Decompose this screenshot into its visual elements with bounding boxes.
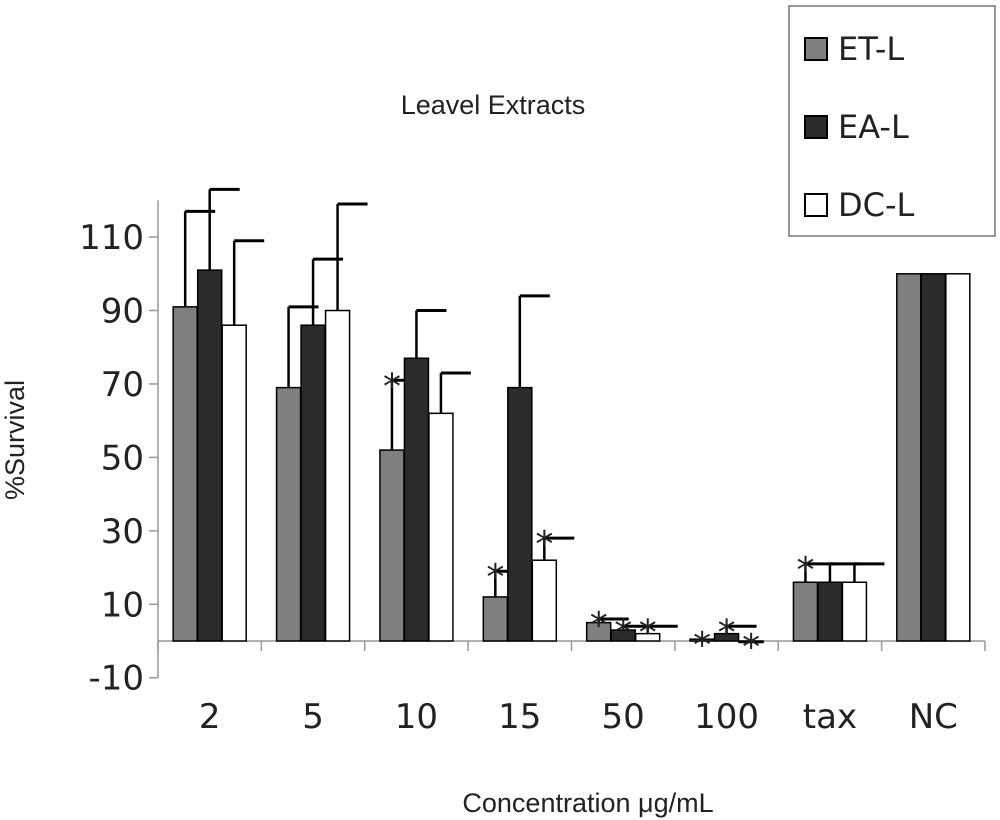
significance-star: *	[486, 557, 504, 598]
legend-label-dc-l: DC-L	[838, 186, 915, 224]
significance-star: *	[718, 612, 736, 653]
significance-star: *	[693, 625, 711, 666]
bar	[300, 324, 326, 642]
y-tick-label: 110	[79, 218, 144, 258]
bar	[403, 357, 430, 642]
bar	[172, 306, 198, 642]
significance-star: *	[796, 550, 814, 591]
bar	[275, 386, 302, 642]
x-tick-label: tax	[803, 697, 857, 737]
bar	[738, 640, 764, 644]
y-tick-label: 30	[101, 512, 144, 552]
bar	[221, 324, 247, 642]
legend-swatch-ea-l	[804, 115, 828, 139]
x-tick-label: NC	[909, 697, 958, 737]
bar	[945, 273, 971, 642]
bar	[428, 412, 454, 642]
bar	[841, 581, 868, 642]
y-tick-label: 10	[101, 585, 144, 625]
legend-label-et-l: ET-L	[838, 30, 904, 68]
significance-star: *	[742, 627, 760, 668]
x-tick-label: 5	[302, 697, 324, 737]
significance-star: *	[590, 605, 608, 646]
bar	[792, 581, 819, 642]
bar	[324, 309, 351, 642]
bar	[920, 273, 947, 642]
legend-swatch-dc-l	[804, 193, 828, 217]
legend-label-ea-l: EA-L	[838, 108, 909, 146]
significance-star: *	[535, 524, 553, 565]
y-tick-label: 90	[101, 292, 144, 332]
y-tick-label: -10	[88, 659, 144, 699]
significance-star: *	[639, 612, 657, 653]
significance-star: *	[614, 612, 632, 653]
x-tick-label: 2	[199, 697, 221, 737]
y-tick-label: 50	[101, 438, 144, 478]
bar	[507, 386, 533, 642]
bar	[817, 581, 843, 642]
chart-title: Leavel Extracts	[401, 90, 586, 120]
x-tick-label: 100	[694, 697, 759, 737]
x-axis-title: Concentration μg/mL	[462, 788, 713, 818]
y-axis-title: %Survival	[0, 380, 30, 500]
bar	[896, 273, 922, 642]
bar	[531, 559, 558, 642]
x-tick-label: 10	[395, 697, 438, 737]
significance-star: *	[383, 366, 401, 407]
legend: ET-L EA-L DC-L	[788, 5, 996, 237]
x-tick-label: 15	[498, 697, 541, 737]
bar	[482, 596, 509, 642]
y-tick-label: 70	[101, 365, 144, 405]
legend-swatch-et-l	[804, 37, 828, 61]
x-tick-label: 50	[602, 697, 645, 737]
bar	[196, 269, 223, 642]
bar	[379, 449, 405, 642]
